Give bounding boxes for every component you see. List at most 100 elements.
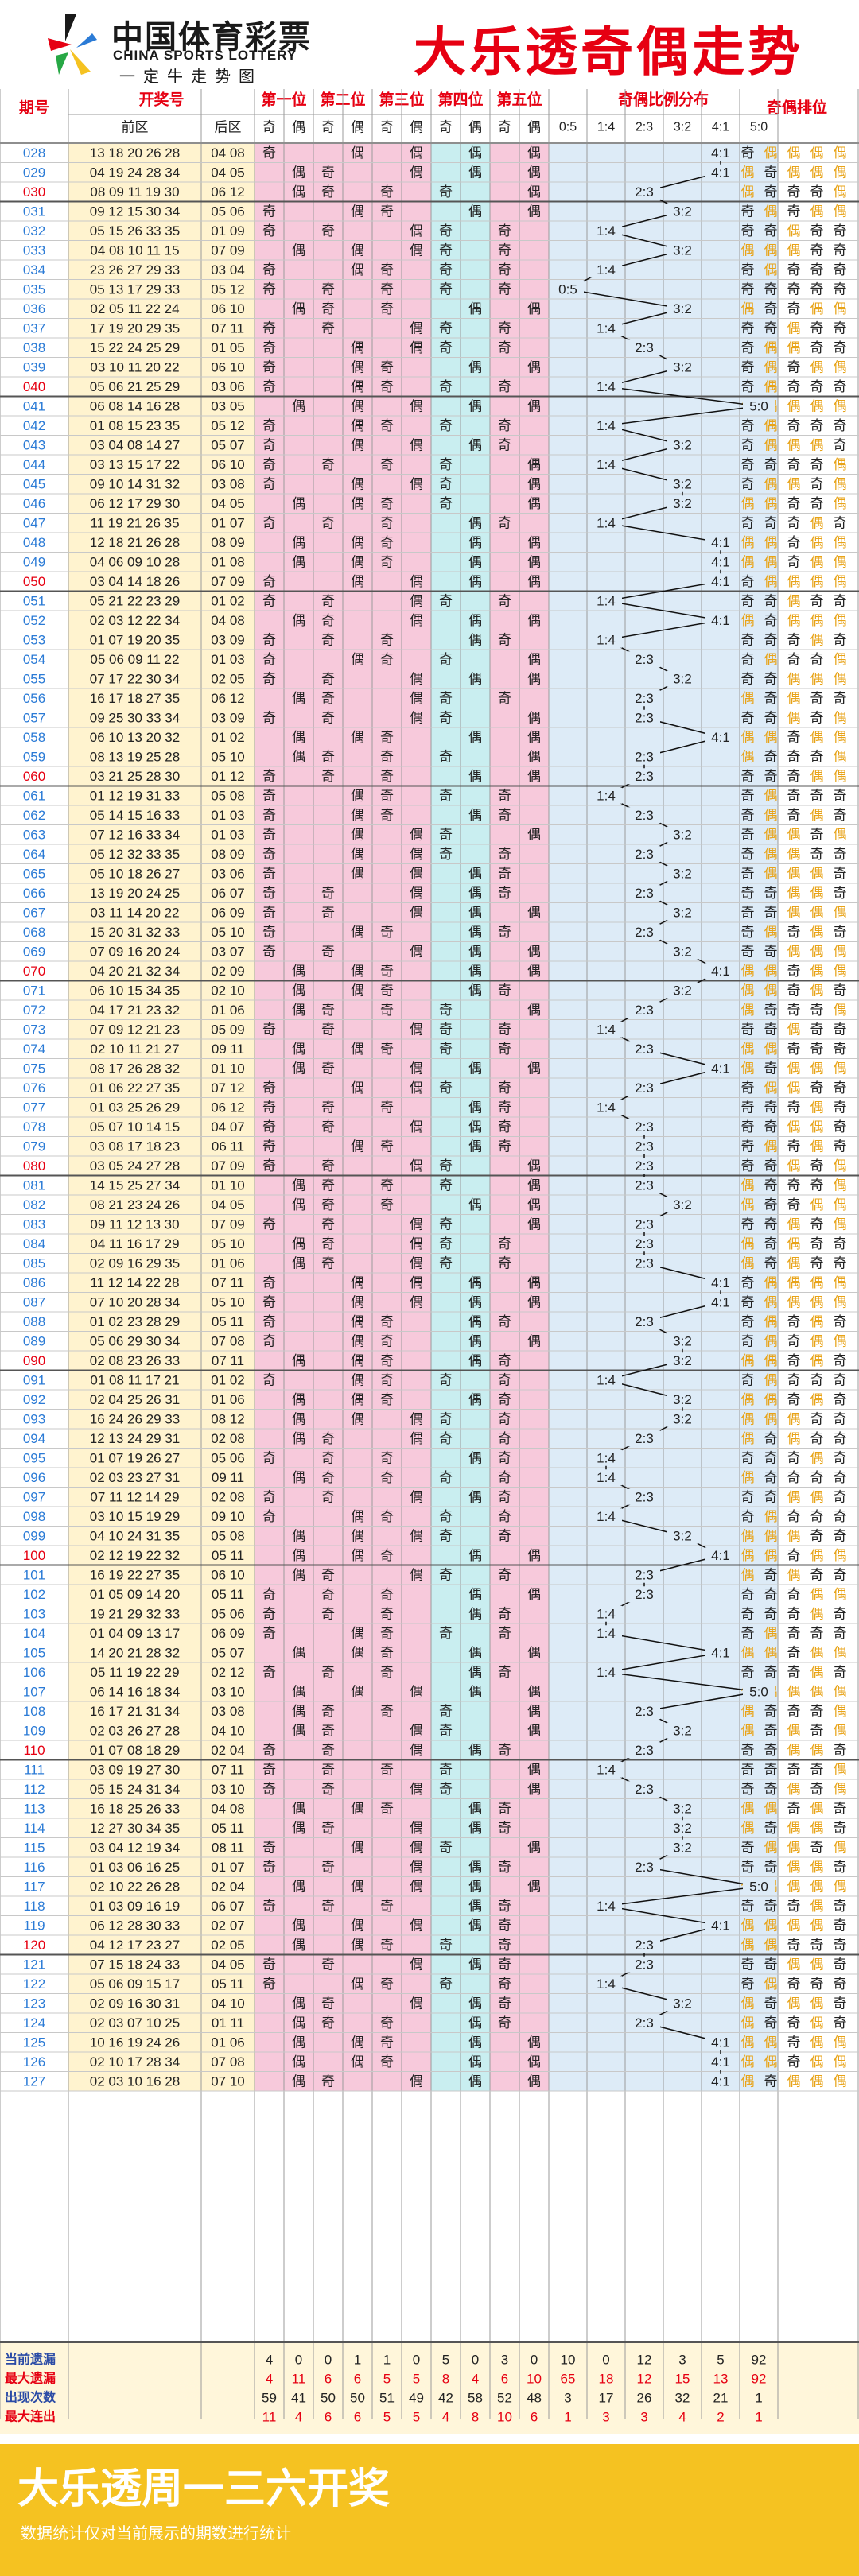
order-mark: 奇 [834, 847, 847, 862]
ratio-point-label: 2:3 [635, 749, 654, 764]
order-mark: 奇 [741, 1860, 755, 1875]
odd-even-mark: 偶 [410, 886, 423, 901]
odd-even-mark: 奇 [380, 515, 394, 530]
odd-even-mark: 奇 [439, 1255, 453, 1271]
odd-even-mark: 偶 [292, 1918, 305, 1933]
order-mark: 奇 [764, 944, 778, 959]
back-numbers-cell: 04 08 [211, 613, 245, 628]
ratio-point-label: 1:4 [597, 1626, 616, 1641]
issue-cell: 121 [23, 1957, 45, 1972]
back-numbers-cell: 07 10 [211, 2074, 245, 2089]
order-mark: 奇 [787, 281, 801, 297]
order-mark: 奇 [764, 1606, 778, 1621]
order-mark: 偶 [764, 204, 778, 219]
order-mark: 奇 [741, 1294, 755, 1309]
front-numbers-cell: 02 05 11 22 24 [90, 301, 179, 316]
odd-even-mark: 奇 [321, 1723, 335, 1738]
order-mark: 偶 [787, 340, 801, 355]
stats-even-value: 4 [295, 2410, 302, 2425]
order-mark: 偶 [834, 1333, 847, 1348]
order-mark: 奇 [741, 1216, 755, 1232]
order-mark: 偶 [741, 2015, 755, 2031]
odd-even-mark: 奇 [262, 1139, 276, 1154]
back-numbers-cell: 05 11 [212, 1314, 244, 1329]
order-mark: 偶 [810, 964, 824, 979]
order-mark: 偶 [834, 710, 847, 725]
order-mark: 奇 [787, 1801, 801, 1816]
odd-even-mark: 偶 [292, 1938, 305, 1953]
order-mark: 偶 [741, 554, 755, 569]
stats-even-value: 1 [354, 2353, 361, 2368]
odd-even-mark: 奇 [498, 1567, 511, 1582]
back-numbers-cell: 07 11 [212, 1762, 244, 1777]
order-mark: 奇 [834, 418, 847, 433]
odd-even-mark: 奇 [262, 1314, 276, 1329]
odd-even-mark: 奇 [439, 1528, 453, 1543]
ratio-subheader: 5:0 [750, 121, 768, 134]
order-mark: 奇 [787, 2035, 801, 2050]
order-mark: 偶 [741, 1177, 755, 1193]
odd-even-mark: 偶 [410, 340, 423, 355]
order-mark: 奇 [810, 1509, 824, 1524]
back-numbers-cell: 05 08 [211, 788, 245, 803]
order-mark: 偶 [810, 1450, 824, 1465]
odd-even-mark: 偶 [351, 574, 364, 589]
odd-even-mark: 偶 [527, 730, 541, 745]
ratio-point-label: 4:1 [711, 613, 730, 628]
order-mark: 偶 [834, 652, 847, 667]
odd-even-mark: 偶 [410, 671, 423, 686]
odd-even-mark: 奇 [321, 165, 335, 180]
back-numbers-cell: 05 10 [211, 1236, 245, 1251]
order-mark: 偶 [764, 1977, 778, 1992]
order-mark: 奇 [810, 184, 824, 200]
order-mark: 偶 [834, 964, 847, 979]
order-mark: 偶 [787, 320, 801, 336]
back-numbers-cell: 01 06 [211, 2035, 245, 2050]
ratio-point-label: 2:3 [635, 1158, 654, 1174]
order-mark: 偶 [787, 1918, 801, 1933]
order-mark: 奇 [787, 1100, 801, 1115]
sub-back-header: 后区 [215, 120, 242, 135]
odd-even-mark: 偶 [527, 1061, 541, 1076]
issue-cell: 081 [23, 1177, 45, 1193]
order-mark: 偶 [787, 1236, 801, 1251]
odd-even-mark: 偶 [468, 1899, 482, 1914]
trend-table: 期号 开奖号 前区 后区 第一位奇偶第二位奇偶第三位奇偶第四位奇偶第五位奇偶奇偶比例分布… [0, 89, 859, 2444]
order-mark: 偶 [764, 359, 778, 374]
order-mark: 奇 [810, 1938, 824, 1953]
odd-even-mark: 偶 [468, 1996, 482, 2011]
order-mark: 偶 [834, 1294, 847, 1309]
odd-even-mark: 奇 [380, 535, 394, 550]
issue-cell: 116 [23, 1860, 45, 1875]
stats-even-value: 5 [413, 2372, 420, 2387]
order-mark: 偶 [764, 1333, 778, 1348]
order-mark: 偶 [787, 1821, 801, 1836]
order-mark: 奇 [810, 457, 824, 472]
odd-even-mark: 奇 [380, 1177, 394, 1193]
order-mark: 奇 [741, 340, 755, 355]
odd-even-mark: 偶 [410, 165, 423, 180]
order-mark: 偶 [764, 437, 778, 452]
ratio-point-label: 1:4 [597, 593, 616, 608]
order-mark: 奇 [834, 1080, 847, 1096]
order-mark: 奇 [764, 1489, 778, 1504]
odd-even-mark: 偶 [351, 808, 364, 823]
issue-cell: 088 [23, 1314, 45, 1329]
order-mark: 奇 [741, 437, 755, 452]
order-mark: 偶 [787, 1879, 801, 1894]
order-mark: 偶 [810, 769, 824, 784]
front-numbers-cell: 05 12 32 33 35 [90, 847, 180, 862]
odd-even-mark: 奇 [439, 1042, 453, 1057]
stats-even-value: 6 [354, 2410, 361, 2425]
order-mark: 偶 [834, 1587, 847, 1602]
stats-even-value: 58 [468, 2391, 483, 2406]
issue-cell: 101 [23, 1567, 45, 1582]
odd-even-mark: 奇 [262, 1606, 276, 1621]
order-mark: 偶 [810, 515, 824, 530]
stats-row-label: 出现次数 [5, 2390, 56, 2405]
order-mark: 奇 [810, 1782, 824, 1797]
odd-even-mark: 奇 [439, 184, 453, 200]
front-numbers-cell: 19 21 29 32 33 [90, 1606, 180, 1621]
odd-even-mark: 奇 [321, 1665, 335, 1680]
order-mark: 奇 [810, 652, 824, 667]
